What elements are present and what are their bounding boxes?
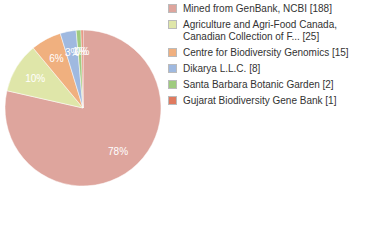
svg-text:6%: 6%	[49, 53, 64, 64]
html-text:Centre for Biodiversity Genomi: Centre for Biodiversity Genomics [15]	[183, 47, 349, 58]
html-text:Santa Barbara Botanic Garden [: Santa Barbara Botanic Garden [2]	[183, 79, 334, 90]
svg-text:10%: 10%	[25, 73, 45, 84]
html-text:Agriculture and Agri-Food Cana: Agriculture and Agri-Food Canada, Canadi…	[183, 19, 337, 42]
html-text:Gujarat Biodiversity Gene Bank: Gujarat Biodiversity Gene Bank [1]	[183, 95, 337, 106]
svg-text:0%: 0%	[75, 46, 90, 57]
html-text:Mined from GenBank, NCBI [188]: Mined from GenBank, NCBI [188]	[183, 3, 332, 14]
svg-text:78%: 78%	[108, 146, 128, 157]
html-text:Dikarya L.L.C. [8]: Dikarya L.L.C. [8]	[183, 63, 261, 74]
